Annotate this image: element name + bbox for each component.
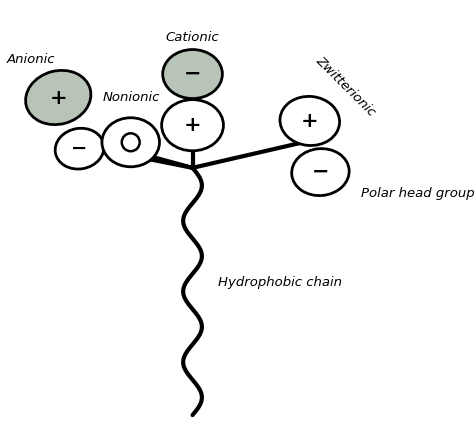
Ellipse shape (163, 49, 222, 99)
Text: −: − (312, 162, 329, 182)
Text: Polar head group: Polar head group (361, 187, 474, 200)
Ellipse shape (162, 99, 223, 151)
Ellipse shape (102, 118, 159, 167)
Ellipse shape (55, 128, 104, 169)
Text: Zwitterionic: Zwitterionic (314, 54, 378, 119)
Text: −: − (72, 140, 88, 158)
Text: Nonionic: Nonionic (103, 91, 160, 104)
Ellipse shape (292, 148, 349, 196)
Ellipse shape (280, 96, 339, 145)
Ellipse shape (122, 133, 140, 151)
Text: −: − (184, 64, 201, 84)
Text: +: + (49, 88, 67, 107)
Text: +: + (184, 115, 201, 135)
Text: Cationic: Cationic (166, 32, 219, 44)
Text: Anionic: Anionic (7, 53, 55, 66)
Ellipse shape (26, 71, 91, 125)
Text: +: + (301, 111, 319, 131)
Text: Hydrophobic chain: Hydrophobic chain (218, 276, 342, 290)
